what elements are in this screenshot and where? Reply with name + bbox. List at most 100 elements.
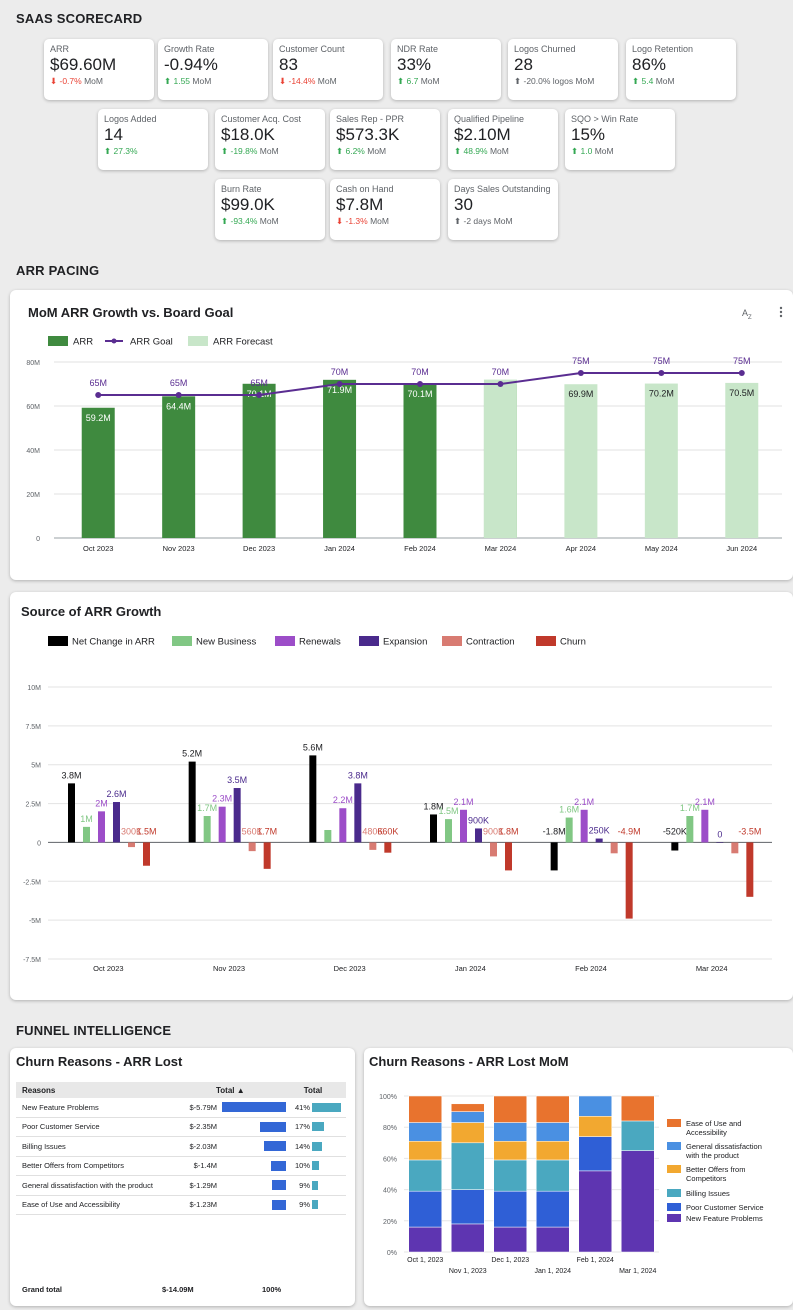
kpi-card[interactable]: Logo Retention 86% ⬆ 5.4 MoM — [626, 39, 736, 100]
bar-renewals — [218, 806, 226, 843]
row-total-bar — [222, 1102, 286, 1113]
bar-data-label: 300K — [121, 826, 142, 836]
stack-segment — [408, 1140, 442, 1161]
kpi-value: $7.8M — [336, 195, 384, 214]
kpi-card[interactable]: ARR $69.60M ⬇ -0.7% MoM — [44, 39, 154, 100]
table-row[interactable]: Better Offers from Competitors $-1.4M 10% — [16, 1157, 346, 1176]
row-pct: 17% — [294, 1122, 310, 1132]
bar-data-label: 3.8M — [61, 770, 81, 780]
bar-expansion — [716, 842, 724, 843]
x-tick-label: Oct 1, 2023 — [407, 1257, 443, 1264]
kpi-value: $2.10M — [454, 125, 511, 144]
kpi-card[interactable]: Cash on Hand $7.8M ⬇ -1.3% MoM — [330, 179, 440, 240]
row-total: $-1.23M — [189, 1200, 217, 1210]
legend-label: Renewals — [299, 637, 341, 648]
bar-expansion — [233, 788, 241, 843]
legend-label: General dissatisfaction with the product — [685, 1142, 762, 1160]
y-tick-label: 7.5M — [25, 724, 41, 731]
legend-label: ARR Forecast — [213, 337, 273, 348]
kpi-change: ⬆ 1.0 MoM — [571, 146, 669, 157]
x-tick-label: Nov 2023 — [213, 964, 245, 973]
kpi-change: ⬆ 5.4 MoM — [632, 76, 730, 87]
table-row[interactable]: New Feature Problems $-5.79M 41% — [16, 1098, 346, 1118]
legend-label: Contraction — [466, 637, 515, 648]
bar-renewals — [98, 811, 105, 843]
bar-net-change-in-arr — [68, 783, 75, 843]
bar-net-change-in-arr — [430, 814, 437, 843]
legend-swatch — [275, 636, 295, 646]
kpi-card[interactable]: Growth Rate -0.94% ⬆ 1.55 MoM — [158, 39, 268, 100]
kpi-change-value: 6.7 — [406, 76, 419, 86]
bar-data-label: 900K — [483, 826, 504, 836]
kpi-change-value: -1.3% — [345, 216, 368, 226]
kpi-change: ⬇ -1.3% MoM — [336, 216, 434, 227]
legend-swatch — [442, 636, 462, 646]
kpi-card[interactable]: Customer Acq. Cost $18.0K ⬆ -19.8% MoM — [215, 109, 325, 170]
bar-data-label: 480K — [362, 826, 383, 836]
legend-swatch — [667, 1189, 681, 1197]
table-row[interactable]: Poor Customer Service $-2.35M 17% — [16, 1118, 346, 1137]
y-tick-label: 20M — [26, 492, 40, 499]
arr-pacing-chart: ARR ARR Goal ARR Forecast 0 20M 40M 60M 80M 59.2… — [26, 336, 782, 553]
x-tick-label: Nov 2023 — [163, 544, 195, 553]
kpi-card[interactable]: SQO > Win Rate 15% ⬆ 1.0 MoM — [565, 109, 675, 170]
row-pct-bar-cell — [312, 1200, 342, 1210]
stack-segment — [536, 1140, 570, 1161]
kpi-value: 30 — [454, 195, 473, 214]
header-reasons[interactable]: Reasons — [22, 1085, 56, 1095]
legend-swatch — [188, 336, 208, 346]
kpi-change: ⬇ -14.4% MoM — [279, 76, 377, 87]
bar-data-label: 2.6M — [106, 789, 126, 799]
goal-data-label: 70M — [411, 367, 429, 377]
more-vert-icon[interactable] — [775, 304, 787, 320]
kpi-change-value: 27.3% — [113, 146, 138, 156]
bar-data-label: 1M — [80, 814, 93, 824]
row-total-bar — [260, 1121, 286, 1132]
header-total-sorted[interactable]: Total ▲ — [216, 1085, 245, 1095]
kpi-change-suffix: MoM — [367, 146, 387, 156]
stack-segment — [408, 1226, 442, 1253]
table-row[interactable]: Ease of Use and Accessibility $-1.23M 9% — [16, 1196, 346, 1215]
bar-data-label: 2.2M — [333, 795, 353, 805]
churn-table-title: Churn Reasons - ARR Lost — [16, 1054, 183, 1069]
kpi-change: ⬆ 27.3% — [104, 146, 202, 157]
x-tick-label: Jan 2024 — [324, 544, 355, 553]
header-total[interactable]: Total — [303, 1085, 323, 1095]
table-row[interactable]: General dissatisfaction with the product… — [16, 1176, 346, 1196]
row-reason: Poor Customer Service — [22, 1122, 100, 1132]
kpi-change-value: -2 days MoM — [463, 216, 513, 226]
y-tick-label: 10M — [27, 685, 41, 692]
row-reason: Better Offers from Competitors — [22, 1161, 124, 1171]
x-tick-label: Oct 2023 — [83, 544, 113, 553]
row-reason: Billing Issues — [22, 1141, 66, 1151]
kpi-card[interactable]: Qualified Pipeline $2.10M ⬆ 48.9% MoM — [448, 109, 558, 170]
grand-total-pct: 100% — [262, 1285, 282, 1294]
goal-data-label: 65M — [250, 378, 268, 388]
bar-expansion — [475, 828, 482, 843]
legend-swatch — [667, 1214, 681, 1222]
stack-segment — [493, 1190, 527, 1228]
legend-label: Ease of Use and Accessibility — [686, 1119, 741, 1137]
kpi-card[interactable]: Logos Added 14 ⬆ 27.3% — [98, 109, 208, 170]
bar-arr — [323, 379, 357, 538]
stack-segment — [578, 1170, 612, 1253]
stack-segment — [451, 1142, 485, 1190]
legend-swatch — [536, 636, 556, 646]
kpi-card[interactable]: Sales Rep - PPR $573.3K ⬆ 6.2% MoM — [330, 109, 440, 170]
kpi-card[interactable]: Logos Churned 28 ⬆ -20.0% logos MoM — [508, 39, 618, 100]
kpi-card[interactable]: NDR Rate 33% ⬆ 6.7 MoM — [391, 39, 501, 100]
row-total-bar-cell — [220, 1121, 286, 1132]
churn-table-rows: New Feature Problems $-5.79M 41% Poor Custo… — [16, 1098, 346, 1215]
y-tick-label: 2.5M — [25, 802, 41, 809]
row-total: $-5.79M — [189, 1102, 217, 1112]
kpi-card[interactable]: Days Sales Outstanding 30 ⬆ -2 days MoM — [448, 179, 558, 240]
stack-segment — [536, 1095, 570, 1123]
churn-table: Reasons Total ▲ Total New Feature Proble… — [16, 1082, 346, 1215]
kpi-card[interactable]: Burn Rate $99.0K ⬆ -93.4% MoM — [215, 179, 325, 240]
kpi-value: $573.3K — [336, 125, 400, 144]
table-row[interactable]: Billing Issues $-2.03M 14% — [16, 1137, 346, 1157]
kpi-card[interactable]: Customer Count 83 ⬇ -14.4% MoM — [273, 39, 383, 100]
goal-point — [336, 381, 343, 387]
kpi-change: ⬆ -20.0% logos MoM — [514, 76, 612, 87]
